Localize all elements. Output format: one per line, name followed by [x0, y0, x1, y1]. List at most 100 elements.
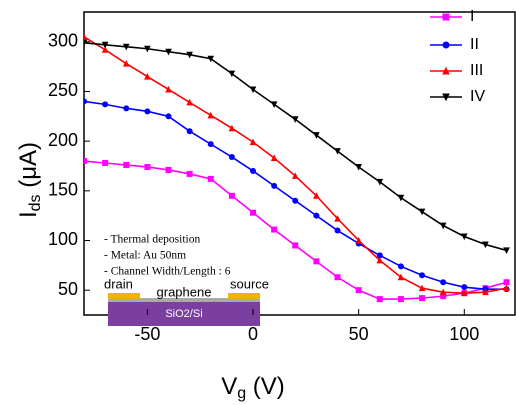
marker [207, 175, 214, 182]
marker [503, 247, 510, 255]
legend-label: III [470, 62, 483, 79]
x-tick-label: 100 [449, 324, 479, 344]
marker [355, 236, 362, 244]
marker [292, 197, 299, 204]
marker [397, 194, 405, 202]
marker [376, 256, 384, 264]
marker [102, 160, 109, 167]
marker [84, 33, 88, 40]
marker [271, 182, 278, 189]
label-part: g [237, 385, 246, 402]
marker [249, 86, 257, 94]
marker [102, 101, 109, 108]
annotation: - Thermal deposition [104, 234, 200, 246]
marker [228, 154, 235, 161]
label-part: (V) [246, 373, 285, 400]
label-part: V [221, 373, 237, 400]
marker [440, 293, 447, 300]
marker [186, 51, 193, 59]
marker [165, 48, 172, 56]
label-part: I [15, 211, 42, 218]
marker [165, 113, 172, 120]
marker [271, 226, 278, 233]
marker [122, 60, 130, 67]
marker [334, 148, 341, 155]
marker [418, 208, 426, 216]
marker [439, 288, 447, 296]
device-label: source [230, 276, 269, 291]
annotation: - Channel Width/Length : 6 [104, 266, 231, 278]
y-axis-label: Ids (μA) [15, 142, 44, 218]
marker [84, 98, 87, 105]
marker [84, 158, 87, 165]
marker [482, 288, 489, 296]
marker [228, 124, 236, 132]
marker [249, 138, 257, 146]
x-tick-label: 50 [349, 324, 369, 344]
marker [376, 296, 383, 303]
drain-pad [108, 293, 140, 299]
marker [419, 272, 426, 279]
series-line [84, 160, 507, 300]
marker [207, 55, 215, 63]
marker [101, 46, 109, 53]
marker [461, 284, 468, 291]
marker [397, 263, 404, 270]
marker [270, 101, 278, 108]
graphene-layer [108, 298, 260, 302]
marker [334, 274, 341, 281]
marker [228, 70, 236, 78]
device-label: graphene [157, 284, 212, 299]
marker [250, 167, 257, 174]
marker [355, 163, 362, 171]
marker [122, 43, 130, 51]
label-part: ds [27, 194, 44, 211]
marker [165, 85, 172, 93]
marker [397, 273, 405, 281]
marker [376, 178, 384, 186]
legend-marker [442, 66, 450, 75]
marker [313, 192, 320, 199]
x-tick-label: 0 [248, 324, 258, 344]
marker [419, 295, 426, 302]
marker [291, 116, 299, 123]
marker [144, 108, 151, 115]
marker [144, 163, 151, 170]
marker [186, 128, 193, 135]
marker [123, 161, 130, 168]
marker [144, 45, 151, 53]
marker [440, 279, 447, 286]
marker [84, 39, 88, 47]
marker [355, 287, 362, 294]
marker [123, 105, 130, 112]
marker [207, 111, 215, 119]
marker [439, 222, 447, 230]
legend-label: I [470, 8, 474, 25]
legend-marker [442, 13, 450, 21]
y-tick-label: 200 [48, 130, 78, 150]
marker [313, 212, 320, 219]
y-tick-label: 100 [48, 229, 78, 249]
marker [186, 170, 193, 177]
marker [460, 233, 468, 241]
marker [270, 154, 278, 162]
annotation: - Metal: Au 50nm [104, 250, 186, 262]
y-tick-label: 150 [48, 180, 78, 200]
marker [334, 215, 341, 222]
y-tick-label: 50 [58, 279, 78, 299]
marker [334, 227, 341, 234]
substrate [108, 302, 260, 326]
y-tick-label: 250 [48, 80, 78, 100]
marker [144, 72, 151, 80]
label-part: (μA) [15, 142, 42, 195]
marker [503, 279, 510, 286]
marker [291, 172, 299, 179]
marker [313, 132, 320, 139]
marker [376, 252, 383, 259]
marker [460, 289, 468, 297]
marker [292, 242, 299, 249]
marker [418, 284, 426, 292]
legend-marker [442, 41, 450, 49]
legend-label: IV [470, 88, 485, 105]
marker [397, 296, 404, 303]
